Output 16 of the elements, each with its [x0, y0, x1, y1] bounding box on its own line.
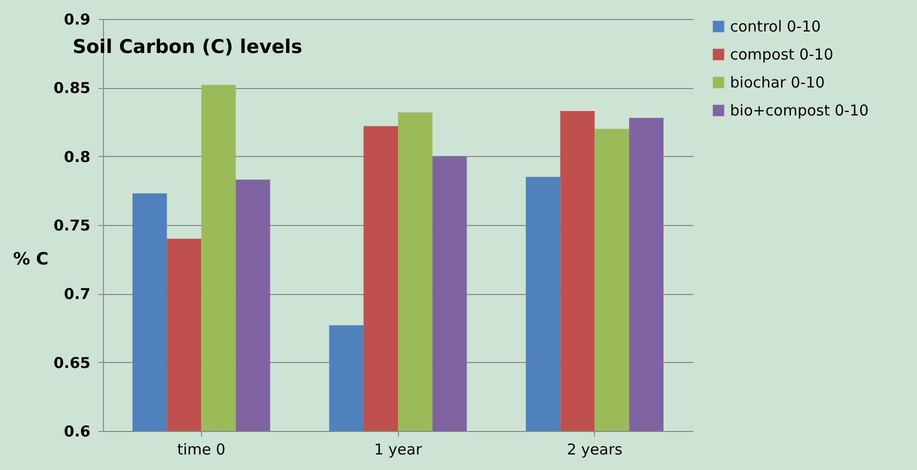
- x-tick-label: 2 years: [566, 440, 623, 458]
- legend-label: compost 0-10: [730, 46, 834, 64]
- y-tick-label: 0.85: [53, 79, 90, 98]
- text: Soil Carbon (C) levels: [72, 36, 302, 58]
- legend-label: biochar 0-10: [730, 74, 825, 92]
- y-tick-label: 0.6: [64, 422, 90, 440]
- y-tick-label: 0.75: [53, 216, 90, 234]
- y-tick-label: 0.8: [64, 148, 90, 166]
- y-axis-title: % C: [13, 250, 48, 270]
- y-tick-label: 0.7: [64, 285, 90, 304]
- x-tick-label: 1 year: [374, 440, 423, 458]
- y-tick-label: 0.9: [64, 10, 90, 28]
- x-tick-label: time 0: [177, 440, 226, 458]
- y-tick-label: 0.65: [53, 354, 90, 372]
- legend-label: bio+compost 0-10: [730, 102, 869, 120]
- legend-label: control 0-10: [730, 18, 821, 36]
